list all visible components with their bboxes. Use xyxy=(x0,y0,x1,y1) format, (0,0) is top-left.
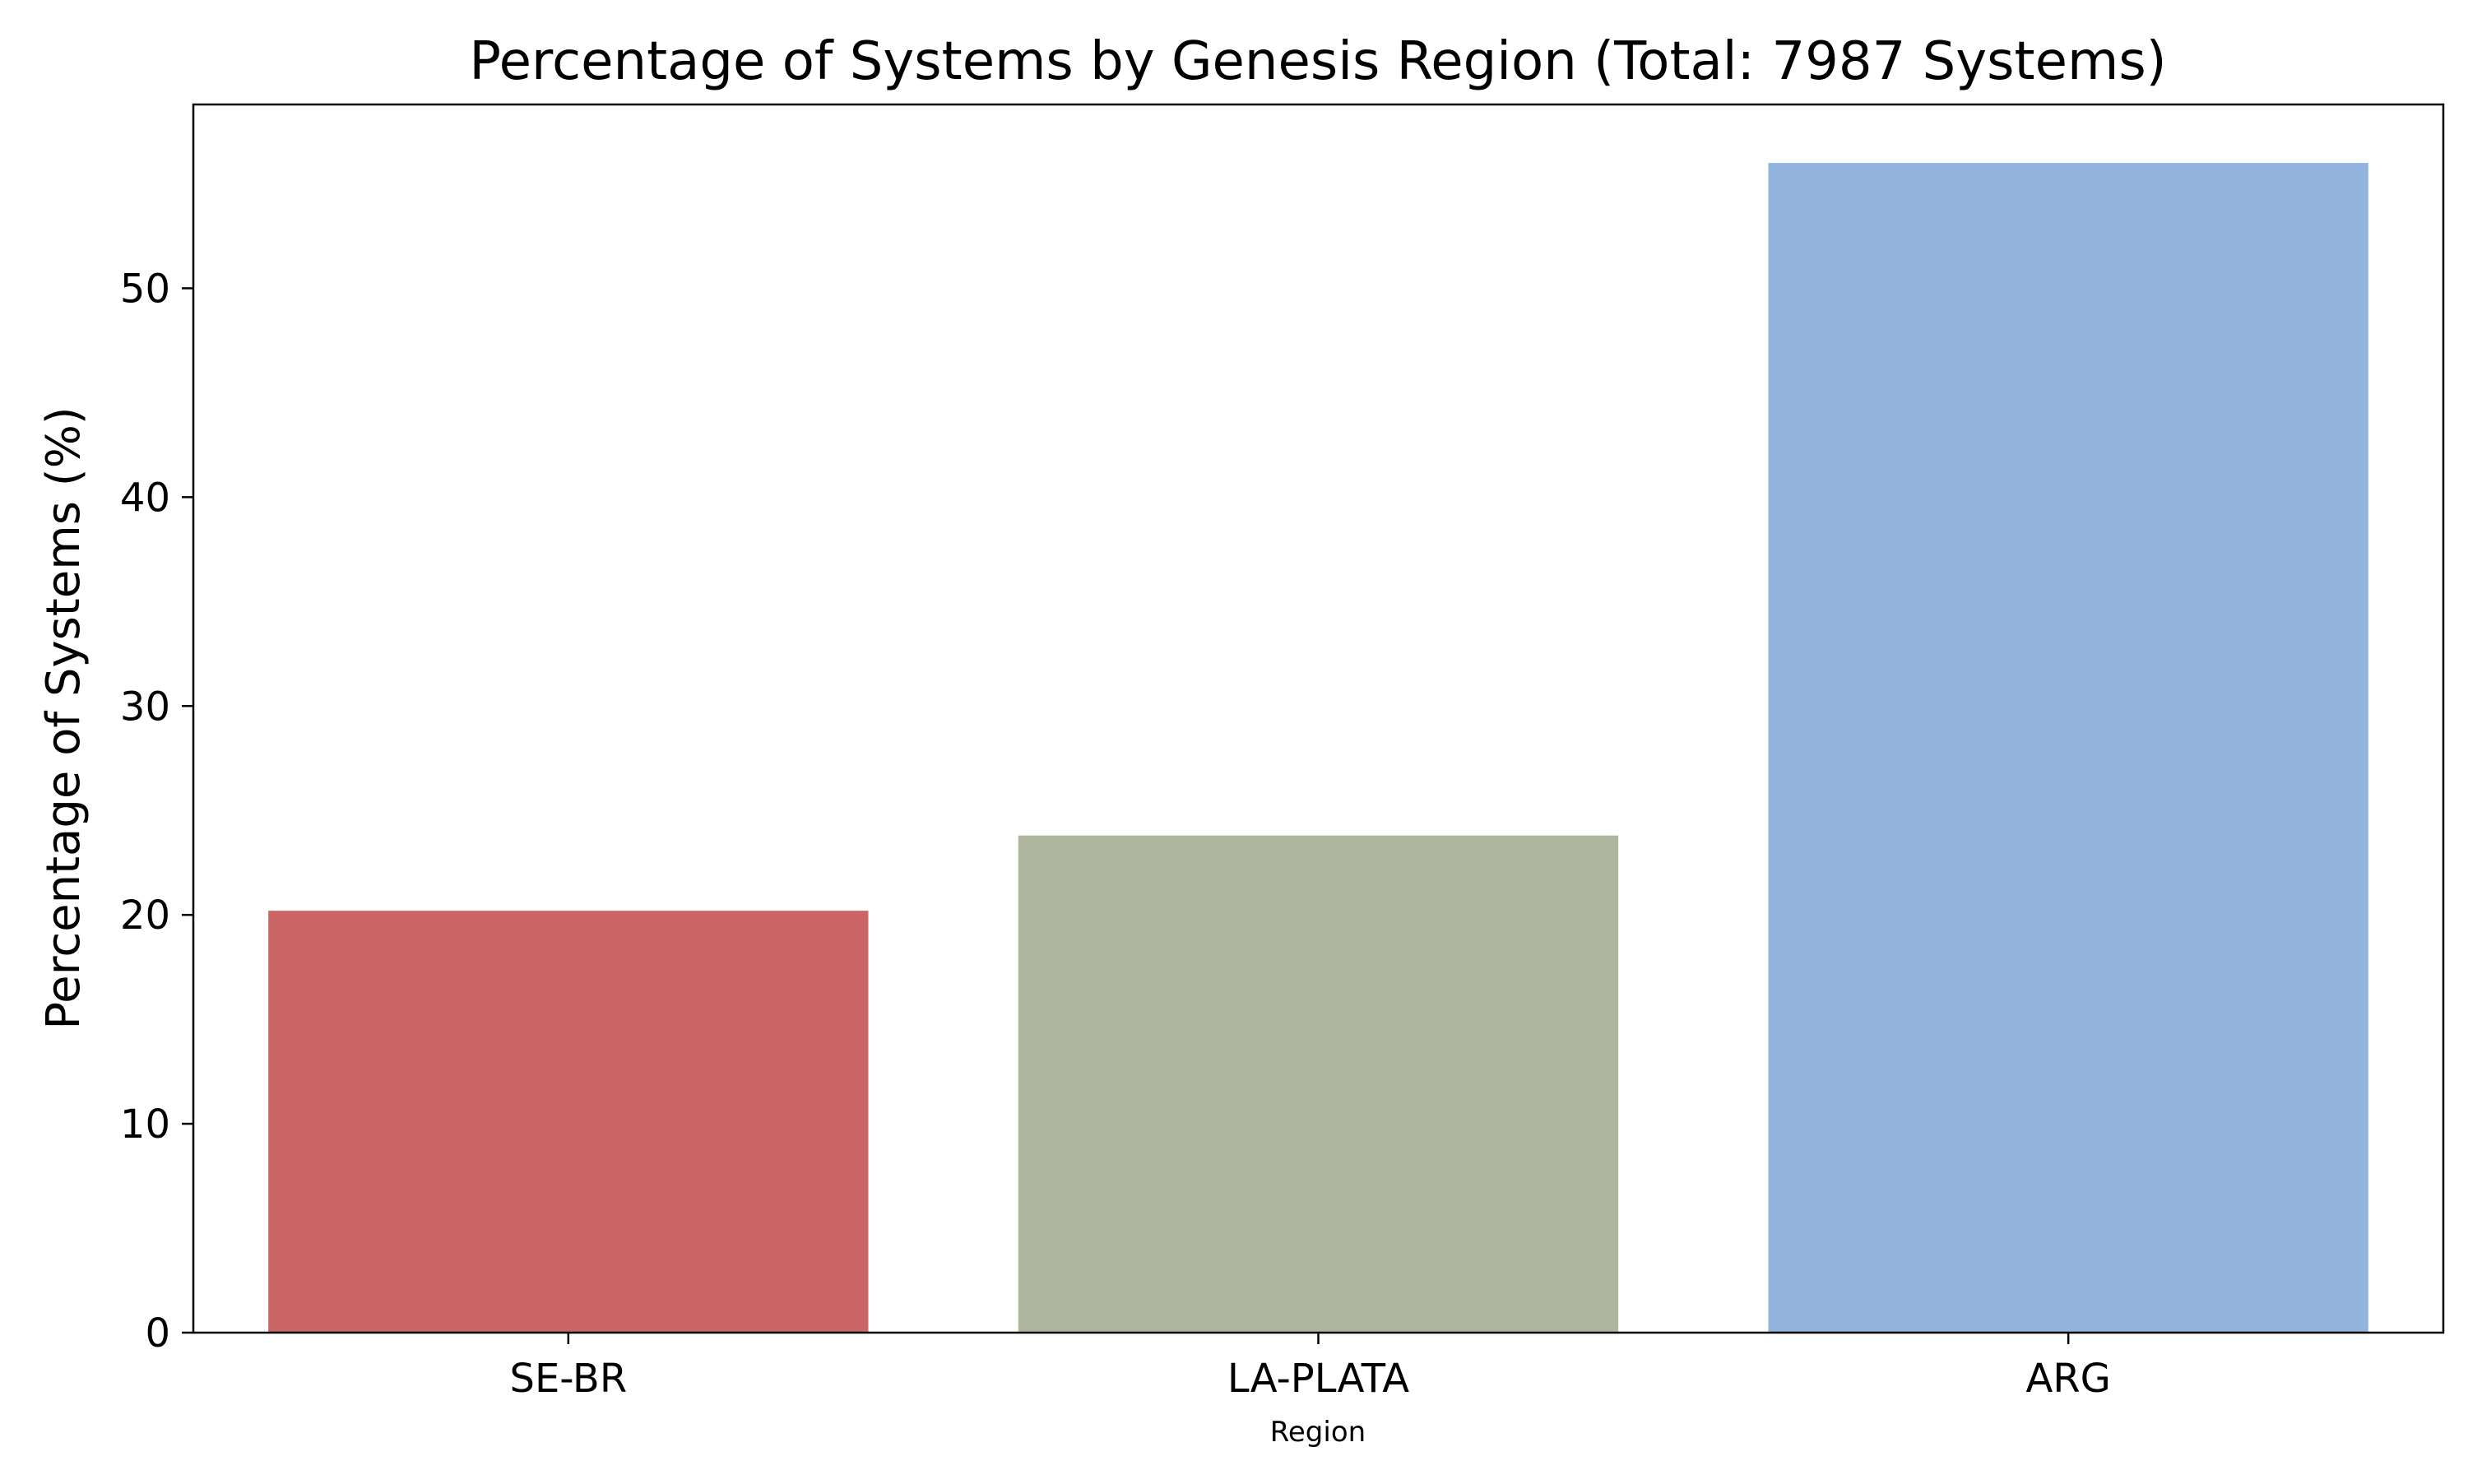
y-tick-label: 50 xyxy=(120,266,170,312)
bars-layer xyxy=(268,163,2368,1333)
chart-title: Percentage of Systems by Genesis Region … xyxy=(469,31,2166,92)
y-axis-label: Percentage of Systems (%) xyxy=(37,406,90,1029)
x-tick-label: SE-BR xyxy=(509,1356,627,1402)
y-tick-label: 20 xyxy=(120,893,170,939)
bar-la-plata xyxy=(1018,835,1619,1333)
bar-se-br xyxy=(268,911,869,1333)
y-tick-label: 40 xyxy=(120,475,170,521)
plot-frame xyxy=(192,103,2445,1334)
bar-arg xyxy=(1768,163,2368,1333)
y-tick-label: 0 xyxy=(145,1310,170,1356)
x-tick-label: ARG xyxy=(2025,1356,2110,1402)
x-axis-label: Region xyxy=(1270,1416,1366,1449)
x-tick-label: LA-PLATA xyxy=(1227,1356,1409,1402)
y-tick-label: 30 xyxy=(120,684,170,730)
y-axis-ticks: 0 10 20 30 40 50 xyxy=(120,266,193,1356)
x-axis-ticks: SE-BR LA-PLATA ARG xyxy=(509,1333,2111,1402)
y-tick-label: 10 xyxy=(120,1101,170,1148)
